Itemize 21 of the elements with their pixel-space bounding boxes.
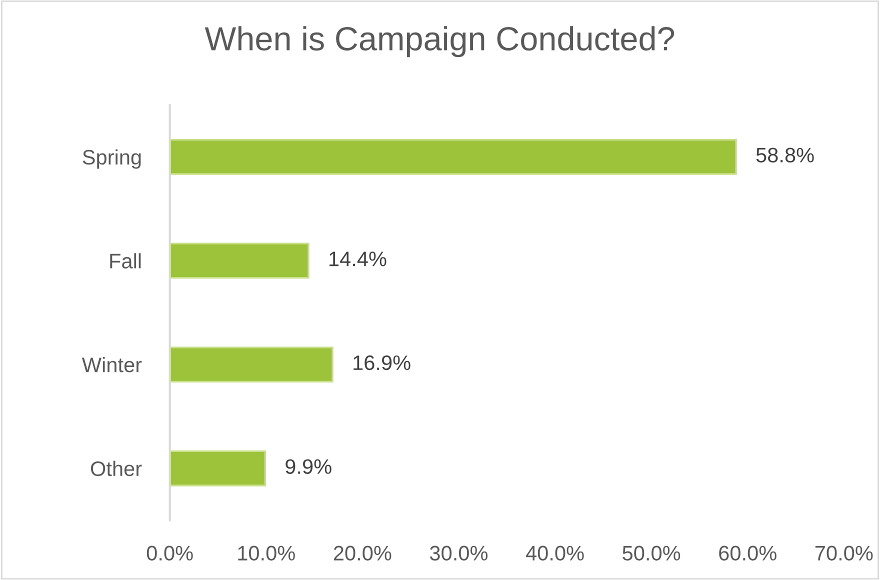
y-tick-label: Other [90,460,142,476]
data-label: 14.4% [330,252,386,266]
data-label: 9.9% [286,459,332,474]
chart-title: When is Campaign Conducted? [204,26,674,58]
y-tick-label: Winter [82,356,142,372]
x-tick-label: 60.0% [719,546,776,561]
x-tick-label: 20.0% [334,546,392,561]
x-tick-label: 40.0% [526,546,584,561]
bar [170,450,266,486]
data-label: 58.8% [756,148,814,162]
bar [170,138,737,175]
bar [170,346,334,382]
bar [170,242,310,279]
x-tick-label: 10.0% [238,546,295,561]
y-tick-label: Spring [82,149,141,169]
x-tick-label: 0.0% [146,546,193,561]
x-tick-label: 70.0% [815,546,873,561]
y-tick-label: Fall [110,253,141,268]
x-tick-label: 30.0% [430,546,488,561]
data-label: 16.9% [354,355,410,370]
x-tick-label: 50.0% [622,546,680,561]
